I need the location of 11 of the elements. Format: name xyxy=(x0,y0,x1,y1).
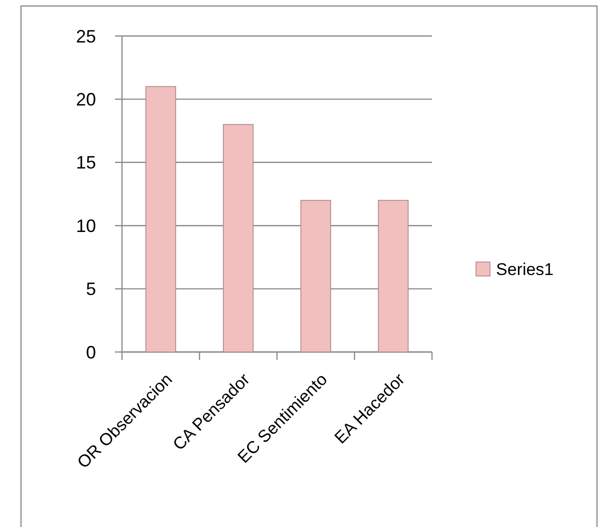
bar xyxy=(145,86,176,352)
bar xyxy=(300,200,332,352)
legend-label: Series1 xyxy=(496,260,554,279)
y-tick-label: 10 xyxy=(76,216,96,236)
y-tick-label: 20 xyxy=(76,90,96,110)
y-tick-label: 25 xyxy=(76,26,96,46)
bar xyxy=(378,200,409,352)
y-tick-label: 15 xyxy=(76,152,96,173)
y-tick-label: 0 xyxy=(86,342,96,362)
bar xyxy=(222,124,254,352)
y-tick-label: 5 xyxy=(86,279,96,300)
